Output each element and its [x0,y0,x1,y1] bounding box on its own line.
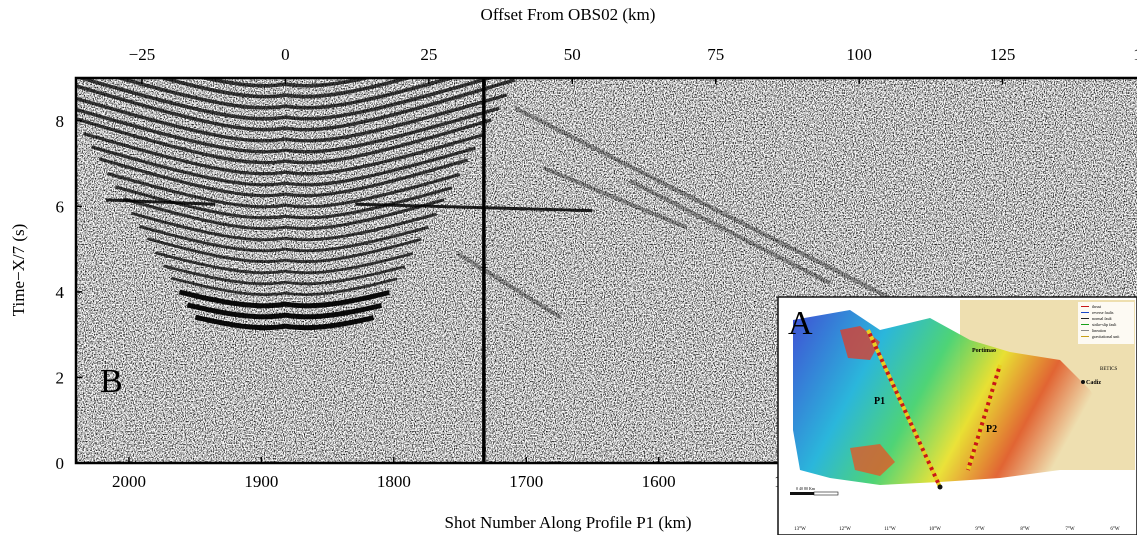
inset-seamount-2 [850,444,895,476]
longitude-tick-label: 10°W [929,527,941,532]
water-wave-arrival [147,237,422,264]
longitude-tick-label: 7°W [1065,527,1074,532]
profile-p1-line [866,329,942,488]
top-tick-label: 75 [707,45,724,64]
top-tick-label: 50 [564,45,581,64]
legend-item-label: strike-slip fault [1092,322,1117,327]
water-wave-arrival [163,264,406,286]
profile-p2-line-red [966,364,1002,471]
reflection-trend [628,178,832,286]
top-tick-label: 25 [420,45,437,64]
top-tick-label: 100 [846,45,872,64]
water-wave-arrival [196,78,375,88]
longitude-tick-label: 8°W [1020,527,1029,532]
place-label-betics: BETICS [1100,367,1117,372]
longitude-tick-label: 12°W [839,527,851,532]
water-wave-arrival [194,314,375,331]
panel-label-b: B [100,363,123,400]
left-tick-label: 4 [56,283,65,302]
bottom-tick-label: 1600 [642,472,676,491]
reflection-trend [513,106,947,328]
water-wave-arrival [178,289,390,309]
cadiz-marker [1081,380,1085,384]
top-tick-label: 0 [281,45,290,64]
profile-p1-label: P1 [874,396,885,407]
bottom-axis-title: Shot Number Along Profile P1 (km) [445,513,692,532]
top-tick-label: 125 [990,45,1016,64]
inset-map: P1 P2 Portimao Cadiz BETICS 0 40 80 Km t… [777,296,1137,535]
top-axis-title: Offset From OBS02 (km) [481,5,656,24]
scale-bar-label: 0 40 80 Km [796,486,816,491]
reflection-trend [456,251,562,320]
longitude-tick-label: 6°W [1110,527,1119,532]
bottom-tick-label: 2000 [112,472,146,491]
panel-label-a: A [788,305,813,342]
plot-frame [74,76,1137,465]
water-wave-arrival [106,171,461,209]
water-wave-arrival [98,157,469,198]
left-axis-title: Time−X/7 (s) [9,224,28,317]
left-tick-label: 8 [56,112,65,131]
legend-item-label: normal fault [1092,316,1113,321]
place-label-portimao: Portimao [972,348,996,354]
refracted-arrival [105,198,593,213]
left-tick-label: 0 [56,454,65,473]
water-wave-arrival [122,197,445,231]
water-wave-arrival [76,117,492,165]
longitude-tick-label: 13°W [794,527,806,532]
profile-p2-line [966,364,1002,471]
water-wave-arrival [155,251,414,275]
bottom-tick-label: 1900 [244,472,278,491]
left-tick-label: 2 [56,368,65,387]
legend-item-label: thrust [1092,304,1102,309]
longitude-tick-label: 9°W [975,527,984,532]
top-axis: −25 0 25 50 75 100 125 150 [129,45,1137,84]
water-wave-arrival [186,302,383,320]
seismic-record-area [76,78,1137,463]
water-wave-arrival [82,132,484,176]
bottom-tick-label: 1800 [377,472,411,491]
water-wave-arrival [76,106,500,154]
water-wave-arrival [76,78,496,121]
scale-bar [790,492,814,495]
legend-item-label: reverse faults [1092,310,1114,315]
legend-item-label: gravitational unit [1092,334,1120,339]
left-tick-label: 6 [56,197,65,216]
water-wave-arrival [76,78,516,132]
top-tick-label: 150 [1133,45,1137,64]
obs-marker [937,484,943,490]
water-wave-arrival [76,93,508,143]
water-wave-arrival [171,276,398,296]
legend-item-label: lineation [1092,328,1106,333]
profile-p2-label: P2 [986,424,997,435]
water-wave-arrival [90,145,476,187]
left-axis: 0 2 4 6 8 [56,112,82,473]
reflection-trend [542,165,688,230]
longitude-tick-label: 11°W [884,527,896,532]
bottom-tick-label: 1700 [509,472,543,491]
water-wave-arrival [139,224,429,253]
place-label-cadiz: Cadiz [1086,380,1101,386]
water-wave-arrival [130,211,437,242]
top-tick-label: −25 [129,45,156,64]
water-wave-arrival [156,78,415,99]
scale-bar-half [813,491,839,496]
